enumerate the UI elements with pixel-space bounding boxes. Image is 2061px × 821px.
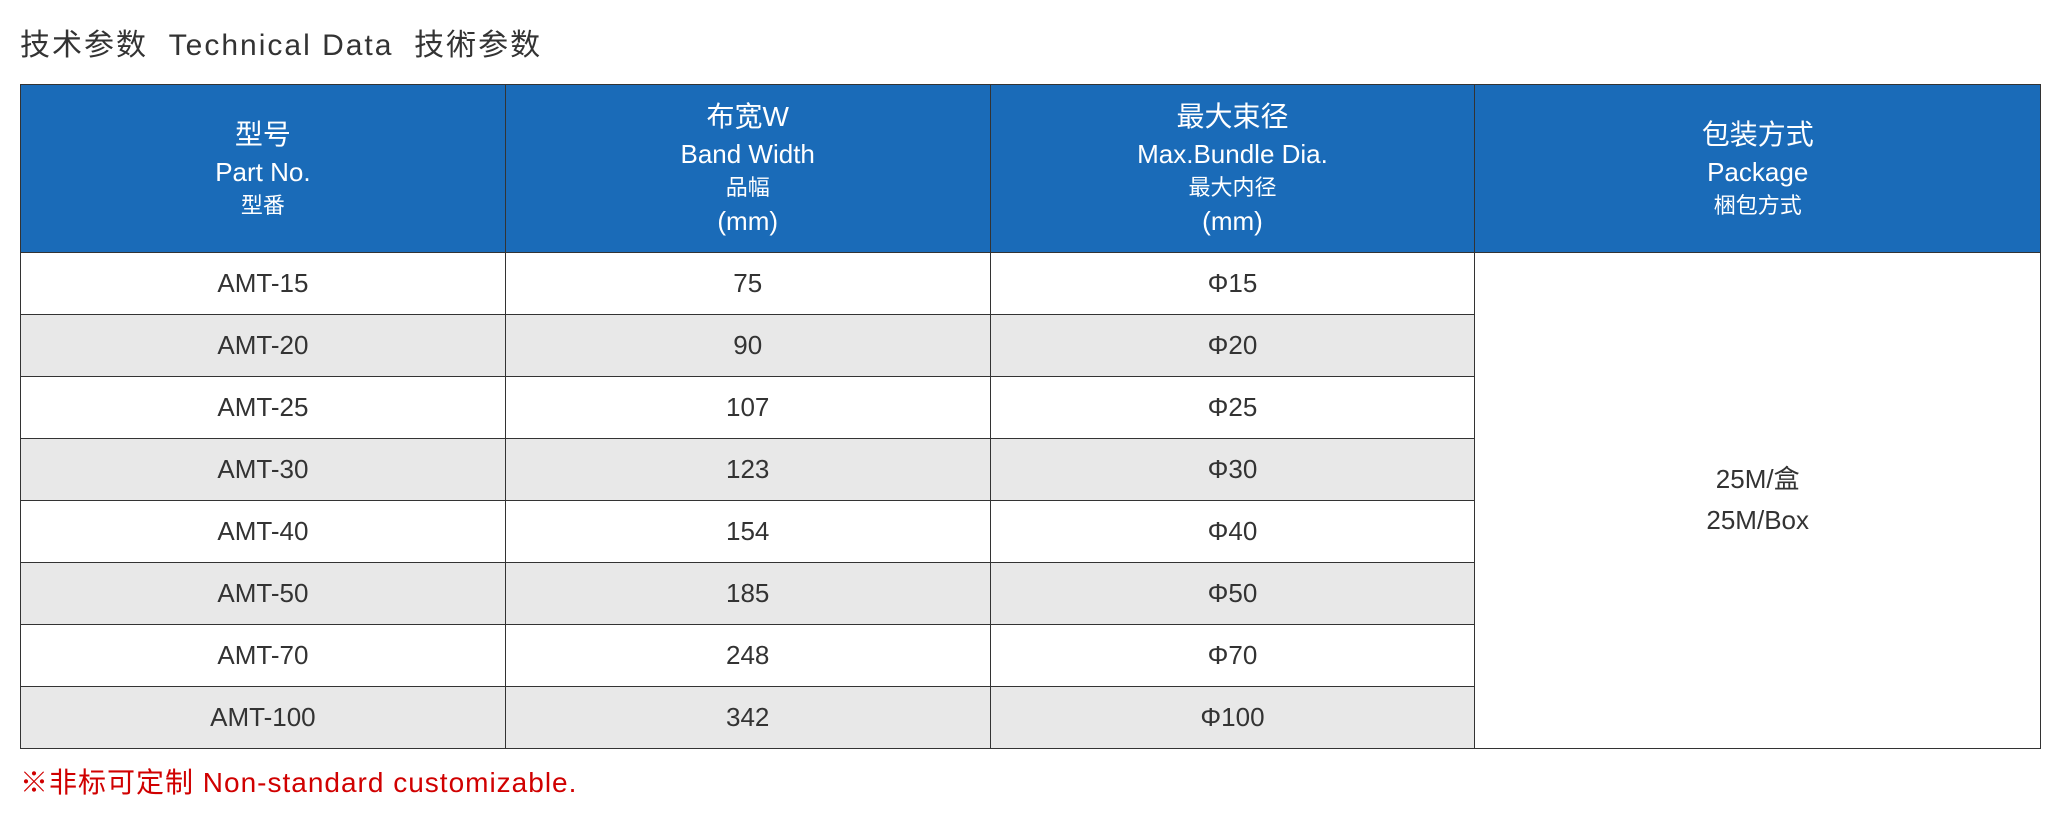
cell-bundle-dia: Φ100 (990, 686, 1475, 748)
cell-part-no: AMT-50 (21, 562, 506, 624)
cell-band-width: 75 (505, 252, 990, 314)
table-row: AMT-1575Φ1525M/盒25M/Box (21, 252, 2041, 314)
page-title: 技术参数 Technical Data 技術参数 (20, 20, 2041, 64)
cell-band-width: 248 (505, 624, 990, 686)
cell-package: 25M/盒25M/Box (1475, 252, 2041, 748)
cell-band-width: 342 (505, 686, 990, 748)
cell-band-width: 185 (505, 562, 990, 624)
package-line1: 25M/盒 (1483, 459, 2032, 501)
cell-bundle-dia: Φ30 (990, 438, 1475, 500)
cell-bundle-dia: Φ70 (990, 624, 1475, 686)
title-tw: 技術参数 (414, 29, 542, 62)
cell-band-width: 90 (505, 314, 990, 376)
cell-part-no: AMT-25 (21, 376, 506, 438)
header-part-no: 型号 Part No. 型番 (21, 85, 506, 253)
cell-bundle-dia: Φ50 (990, 562, 1475, 624)
technical-data-table: 型号 Part No. 型番 布宽W Band Width 品幅 (mm) 最大… (20, 84, 2041, 749)
cell-band-width: 154 (505, 500, 990, 562)
header-band-width: 布宽W Band Width 品幅 (mm) (505, 85, 990, 253)
header-bundle-dia: 最大束径 Max.Bundle Dia. 最大内径 (mm) (990, 85, 1475, 253)
cell-band-width: 123 (505, 438, 990, 500)
package-line2: 25M/Box (1483, 500, 2032, 542)
footnote: ※非标可定制 Non-standard customizable. (20, 761, 2041, 801)
cell-bundle-dia: Φ25 (990, 376, 1475, 438)
cell-part-no: AMT-40 (21, 500, 506, 562)
cell-part-no: AMT-30 (21, 438, 506, 500)
table-header-row: 型号 Part No. 型番 布宽W Band Width 品幅 (mm) 最大… (21, 85, 2041, 253)
cell-bundle-dia: Φ15 (990, 252, 1475, 314)
title-cn: 技术参数 (20, 29, 148, 62)
cell-part-no: AMT-20 (21, 314, 506, 376)
cell-part-no: AMT-15 (21, 252, 506, 314)
cell-band-width: 107 (505, 376, 990, 438)
title-en: Technical Data (169, 29, 394, 62)
cell-bundle-dia: Φ20 (990, 314, 1475, 376)
cell-bundle-dia: Φ40 (990, 500, 1475, 562)
cell-part-no: AMT-100 (21, 686, 506, 748)
cell-part-no: AMT-70 (21, 624, 506, 686)
header-package: 包装方式 Package 梱包方式 (1475, 85, 2041, 253)
